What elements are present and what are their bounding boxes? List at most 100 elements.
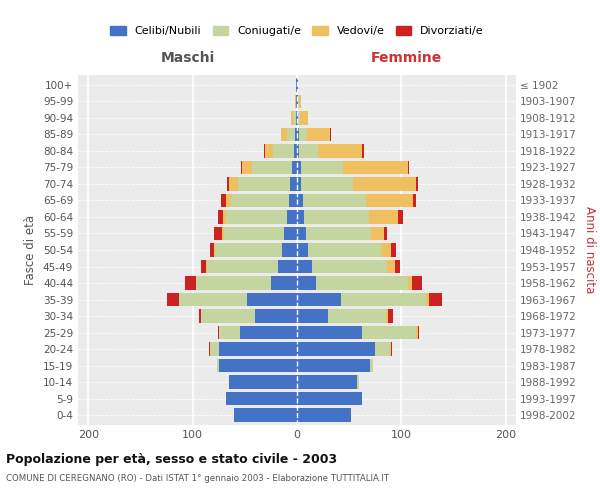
Bar: [226, 194, 232, 207]
Bar: [299, 128, 307, 141]
Bar: [214, 243, 215, 257]
Bar: [297, 243, 308, 257]
Bar: [308, 243, 382, 257]
Bar: [292, 160, 297, 174]
Bar: [232, 194, 289, 207]
Bar: [297, 144, 299, 158]
Bar: [218, 210, 223, 224]
Bar: [358, 376, 359, 389]
Bar: [229, 376, 297, 389]
Bar: [412, 276, 422, 290]
Bar: [297, 226, 307, 240]
Bar: [215, 243, 283, 257]
Bar: [227, 177, 229, 190]
Bar: [303, 194, 366, 207]
Bar: [297, 392, 362, 406]
Bar: [238, 177, 290, 190]
Bar: [196, 276, 271, 290]
Bar: [295, 128, 297, 141]
Bar: [226, 392, 297, 406]
Bar: [353, 177, 416, 190]
Bar: [201, 260, 206, 274]
Bar: [311, 260, 386, 274]
Bar: [296, 78, 297, 92]
Bar: [284, 226, 297, 240]
Bar: [265, 144, 273, 158]
Bar: [297, 342, 375, 356]
Bar: [211, 243, 214, 257]
Bar: [416, 177, 418, 190]
Bar: [297, 194, 303, 207]
Bar: [209, 342, 211, 356]
Bar: [301, 160, 343, 174]
Bar: [370, 359, 373, 372]
Bar: [297, 310, 328, 323]
Bar: [167, 293, 179, 306]
Bar: [217, 359, 219, 372]
Bar: [298, 94, 299, 108]
Bar: [297, 78, 298, 92]
Bar: [301, 177, 353, 190]
Bar: [328, 310, 386, 323]
Bar: [297, 160, 301, 174]
Bar: [296, 94, 297, 108]
Bar: [427, 293, 430, 306]
Bar: [221, 194, 226, 207]
Bar: [224, 226, 284, 240]
Bar: [297, 94, 298, 108]
Bar: [296, 111, 297, 124]
Bar: [247, 293, 297, 306]
Text: Femmine: Femmine: [371, 50, 442, 64]
Bar: [369, 210, 398, 224]
Bar: [298, 111, 300, 124]
Bar: [299, 94, 301, 108]
Bar: [307, 226, 371, 240]
Bar: [278, 260, 297, 274]
Bar: [199, 310, 201, 323]
Bar: [211, 342, 219, 356]
Bar: [214, 226, 222, 240]
Bar: [252, 160, 292, 174]
Bar: [304, 210, 369, 224]
Bar: [208, 260, 278, 274]
Bar: [290, 177, 297, 190]
Bar: [235, 408, 297, 422]
Text: COMUNE DI CEREGNANO (RO) - Dati ISTAT 1° gennaio 2003 - Elaborazione TUTTITALIA.: COMUNE DI CEREGNANO (RO) - Dati ISTAT 1°…: [6, 474, 389, 483]
Bar: [418, 326, 419, 340]
Bar: [206, 260, 208, 274]
Bar: [407, 160, 409, 174]
Bar: [219, 326, 239, 340]
Bar: [383, 226, 386, 240]
Bar: [307, 128, 331, 141]
Bar: [297, 111, 298, 124]
Bar: [430, 293, 442, 306]
Bar: [366, 194, 413, 207]
Bar: [273, 144, 294, 158]
Bar: [371, 226, 383, 240]
Bar: [297, 210, 304, 224]
Bar: [390, 342, 391, 356]
Bar: [416, 326, 418, 340]
Bar: [219, 359, 297, 372]
Bar: [343, 160, 407, 174]
Text: Popolazione per età, sesso e stato civile - 2003: Popolazione per età, sesso e stato civil…: [6, 452, 337, 466]
Bar: [297, 293, 341, 306]
Bar: [398, 210, 403, 224]
Bar: [407, 276, 412, 290]
Legend: Celibi/Nubili, Coniugati/e, Vedovi/e, Divorziati/e: Celibi/Nubili, Coniugati/e, Vedovi/e, Di…: [106, 21, 488, 40]
Bar: [229, 177, 238, 190]
Bar: [318, 144, 362, 158]
Bar: [299, 144, 318, 158]
Bar: [391, 243, 396, 257]
Bar: [281, 128, 287, 141]
Bar: [179, 293, 247, 306]
Text: Maschi: Maschi: [160, 50, 215, 64]
Bar: [375, 342, 390, 356]
Bar: [297, 177, 301, 190]
Bar: [218, 326, 219, 340]
Bar: [291, 111, 293, 124]
Bar: [219, 342, 297, 356]
Bar: [362, 144, 364, 158]
Bar: [255, 310, 297, 323]
Bar: [382, 243, 391, 257]
